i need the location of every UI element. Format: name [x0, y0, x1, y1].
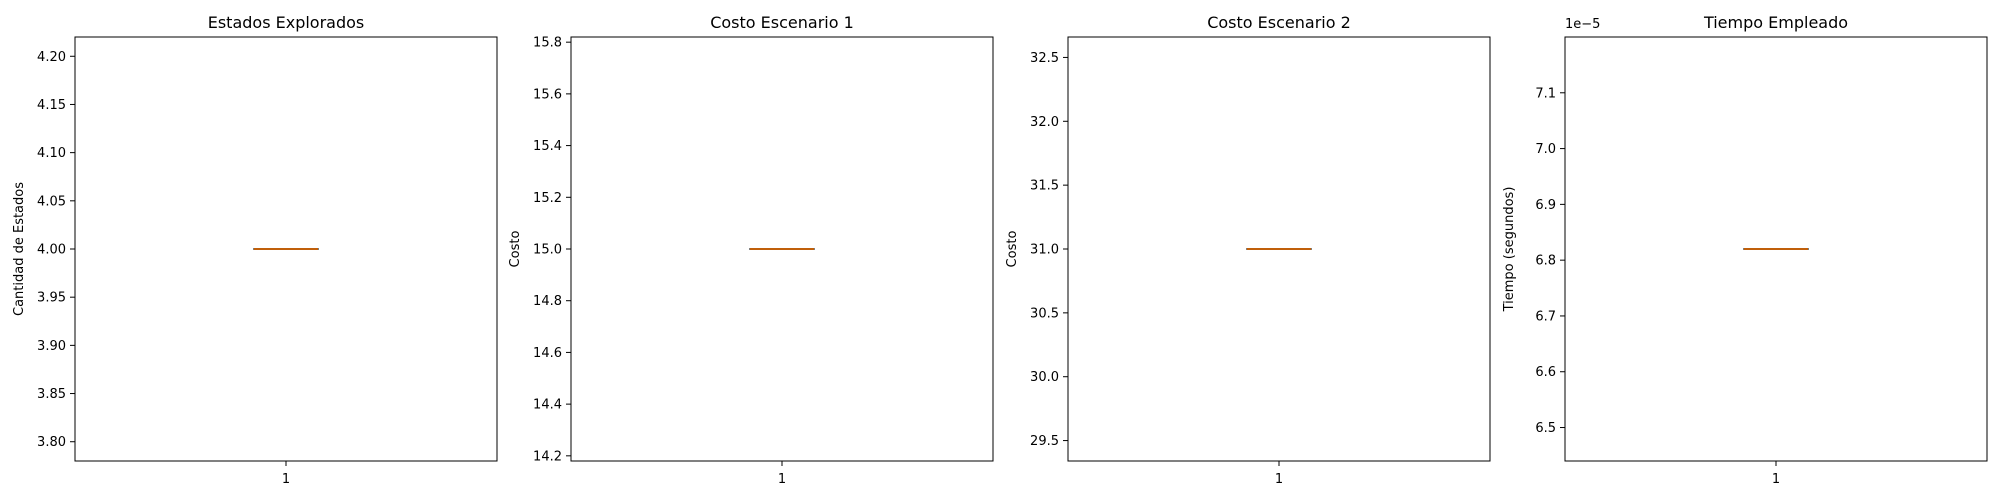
- chart-panel-2: Costo Escenario 1 14.2 14.4 14.6 14.8 15.0 15.…: [508, 13, 994, 487]
- y-tick-label: 30.5: [1030, 306, 1059, 321]
- x-tick-label: 1: [778, 472, 786, 487]
- y-tick-label: 14.4: [533, 398, 562, 413]
- y-tick-label: 29.5: [1030, 434, 1059, 449]
- y-tick-label: 4.15: [37, 98, 66, 113]
- x-tick-label: 1: [1275, 472, 1283, 487]
- y-axis-label: Tiempo (segundos): [1502, 187, 1517, 313]
- y-tick-label: 6.7: [1535, 309, 1556, 324]
- y-tick-label: 15.6: [533, 87, 562, 102]
- y-tick-label: 14.2: [533, 449, 562, 464]
- x-tick-label: 1: [282, 472, 290, 487]
- chart-title: Costo Escenario 2: [1207, 13, 1351, 32]
- y-tick-label: 15.8: [533, 36, 562, 51]
- y-tick-label: 3.95: [37, 291, 66, 306]
- chart-panel-4: Tiempo Empleado 6.5 6.6 6.7 6.8 6.9 7.0 7.1 1 Tie…: [1502, 13, 1988, 487]
- y-tick-label: 6.8: [1535, 254, 1556, 269]
- y-tick-label: 4.00: [37, 243, 66, 258]
- y-tick-label: 32.5: [1030, 51, 1059, 66]
- y-tick-label: 32.0: [1030, 115, 1059, 130]
- y-tick-label: 15.4: [533, 139, 562, 154]
- y-tick-label: 3.90: [37, 339, 66, 354]
- y-axis-label: Costo: [508, 231, 523, 268]
- y-offset-label: 1e−5: [1565, 17, 1600, 32]
- y-tick-label: 31.5: [1030, 179, 1059, 194]
- x-tick-label: 1: [1772, 472, 1780, 487]
- y-tick-label: 14.8: [533, 294, 562, 309]
- y-tick-label: 6.5: [1535, 421, 1556, 436]
- chart-title: Costo Escenario 1: [710, 13, 854, 32]
- y-axis-label: Cantidad de Estados: [12, 182, 27, 316]
- y-tick-label: 14.6: [533, 346, 562, 361]
- y-tick-label: 15.2: [533, 191, 562, 206]
- y-axis-label: Costo: [1005, 231, 1020, 268]
- y-tick-label: 4.10: [37, 146, 66, 161]
- y-tick-label: 7.1: [1535, 86, 1556, 101]
- y-tick-label: 31.0: [1030, 243, 1059, 258]
- y-tick-label: 15.0: [533, 243, 562, 258]
- y-tick-label: 6.9: [1535, 198, 1556, 213]
- chart-title: Estados Explorados: [208, 13, 365, 32]
- chart-panel-1: Estados Explorados 3.80 3.85 3.90 3.95 4.00 4.…: [12, 13, 498, 487]
- y-tick-label: 3.80: [37, 435, 66, 450]
- y-tick-label: 7.0: [1535, 142, 1556, 157]
- y-tick-label: 4.20: [37, 50, 66, 65]
- y-tick-label: 6.6: [1535, 365, 1556, 380]
- y-tick-label: 4.05: [37, 194, 66, 209]
- chart-title: Tiempo Empleado: [1703, 13, 1848, 32]
- chart-panel-3: Costo Escenario 2 29.5 30.0 30.5 31.0 31.5 32.…: [1005, 13, 1491, 487]
- y-tick-label: 30.0: [1030, 370, 1059, 385]
- y-tick-label: 3.85: [37, 387, 66, 402]
